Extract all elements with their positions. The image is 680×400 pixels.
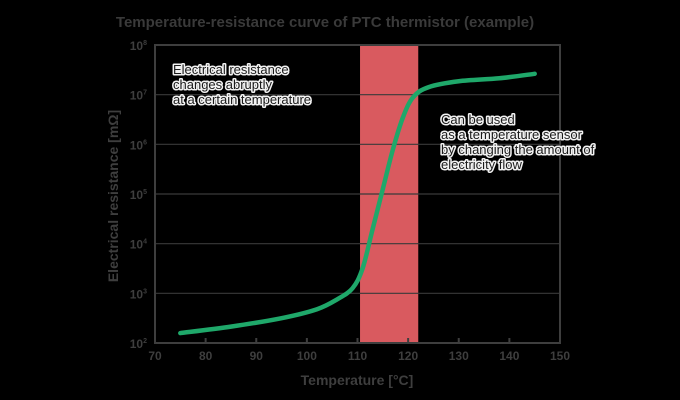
x-tick-label: 120 [398, 349, 418, 363]
y-tick-label: 105 [130, 188, 147, 202]
x-tick-label: 110 [348, 349, 368, 363]
y-tick-label: 106 [130, 138, 147, 152]
y-tick-label: 107 [130, 89, 147, 103]
y-axis-label: Electrical resistance [mΩ] [105, 110, 121, 282]
y-axis-ticks: 102 103 104 105 106 107 108 [130, 39, 147, 351]
x-tick-label: 150 [550, 349, 570, 363]
chart-title: Temperature-resistance curve of PTC ther… [116, 14, 534, 31]
x-tick-label: 80 [199, 349, 213, 363]
x-axis-ticks: 70 80 90 100 110 120 130 140 150 [148, 338, 570, 363]
y-tick-label: 102 [130, 337, 147, 351]
x-tick-label: 130 [449, 349, 469, 363]
x-tick-label: 140 [499, 349, 519, 363]
x-axis-label: Temperature [°C] [301, 372, 414, 388]
resistance-curve [178, 71, 537, 336]
x-tick-label: 100 [297, 349, 317, 363]
x-tick-label: 90 [250, 349, 264, 363]
y-tick-label: 108 [130, 39, 147, 53]
gridlines [155, 94, 560, 294]
y-tick-label: 103 [130, 287, 147, 301]
x-tick-label: 70 [148, 349, 162, 363]
annotation-sensor-use: Can be used as a temperature sensor by cha… [441, 112, 595, 172]
annotation-abrupt-change: Electrical resistance changes abruptly at … [173, 62, 311, 107]
y-tick-label: 104 [130, 238, 147, 252]
